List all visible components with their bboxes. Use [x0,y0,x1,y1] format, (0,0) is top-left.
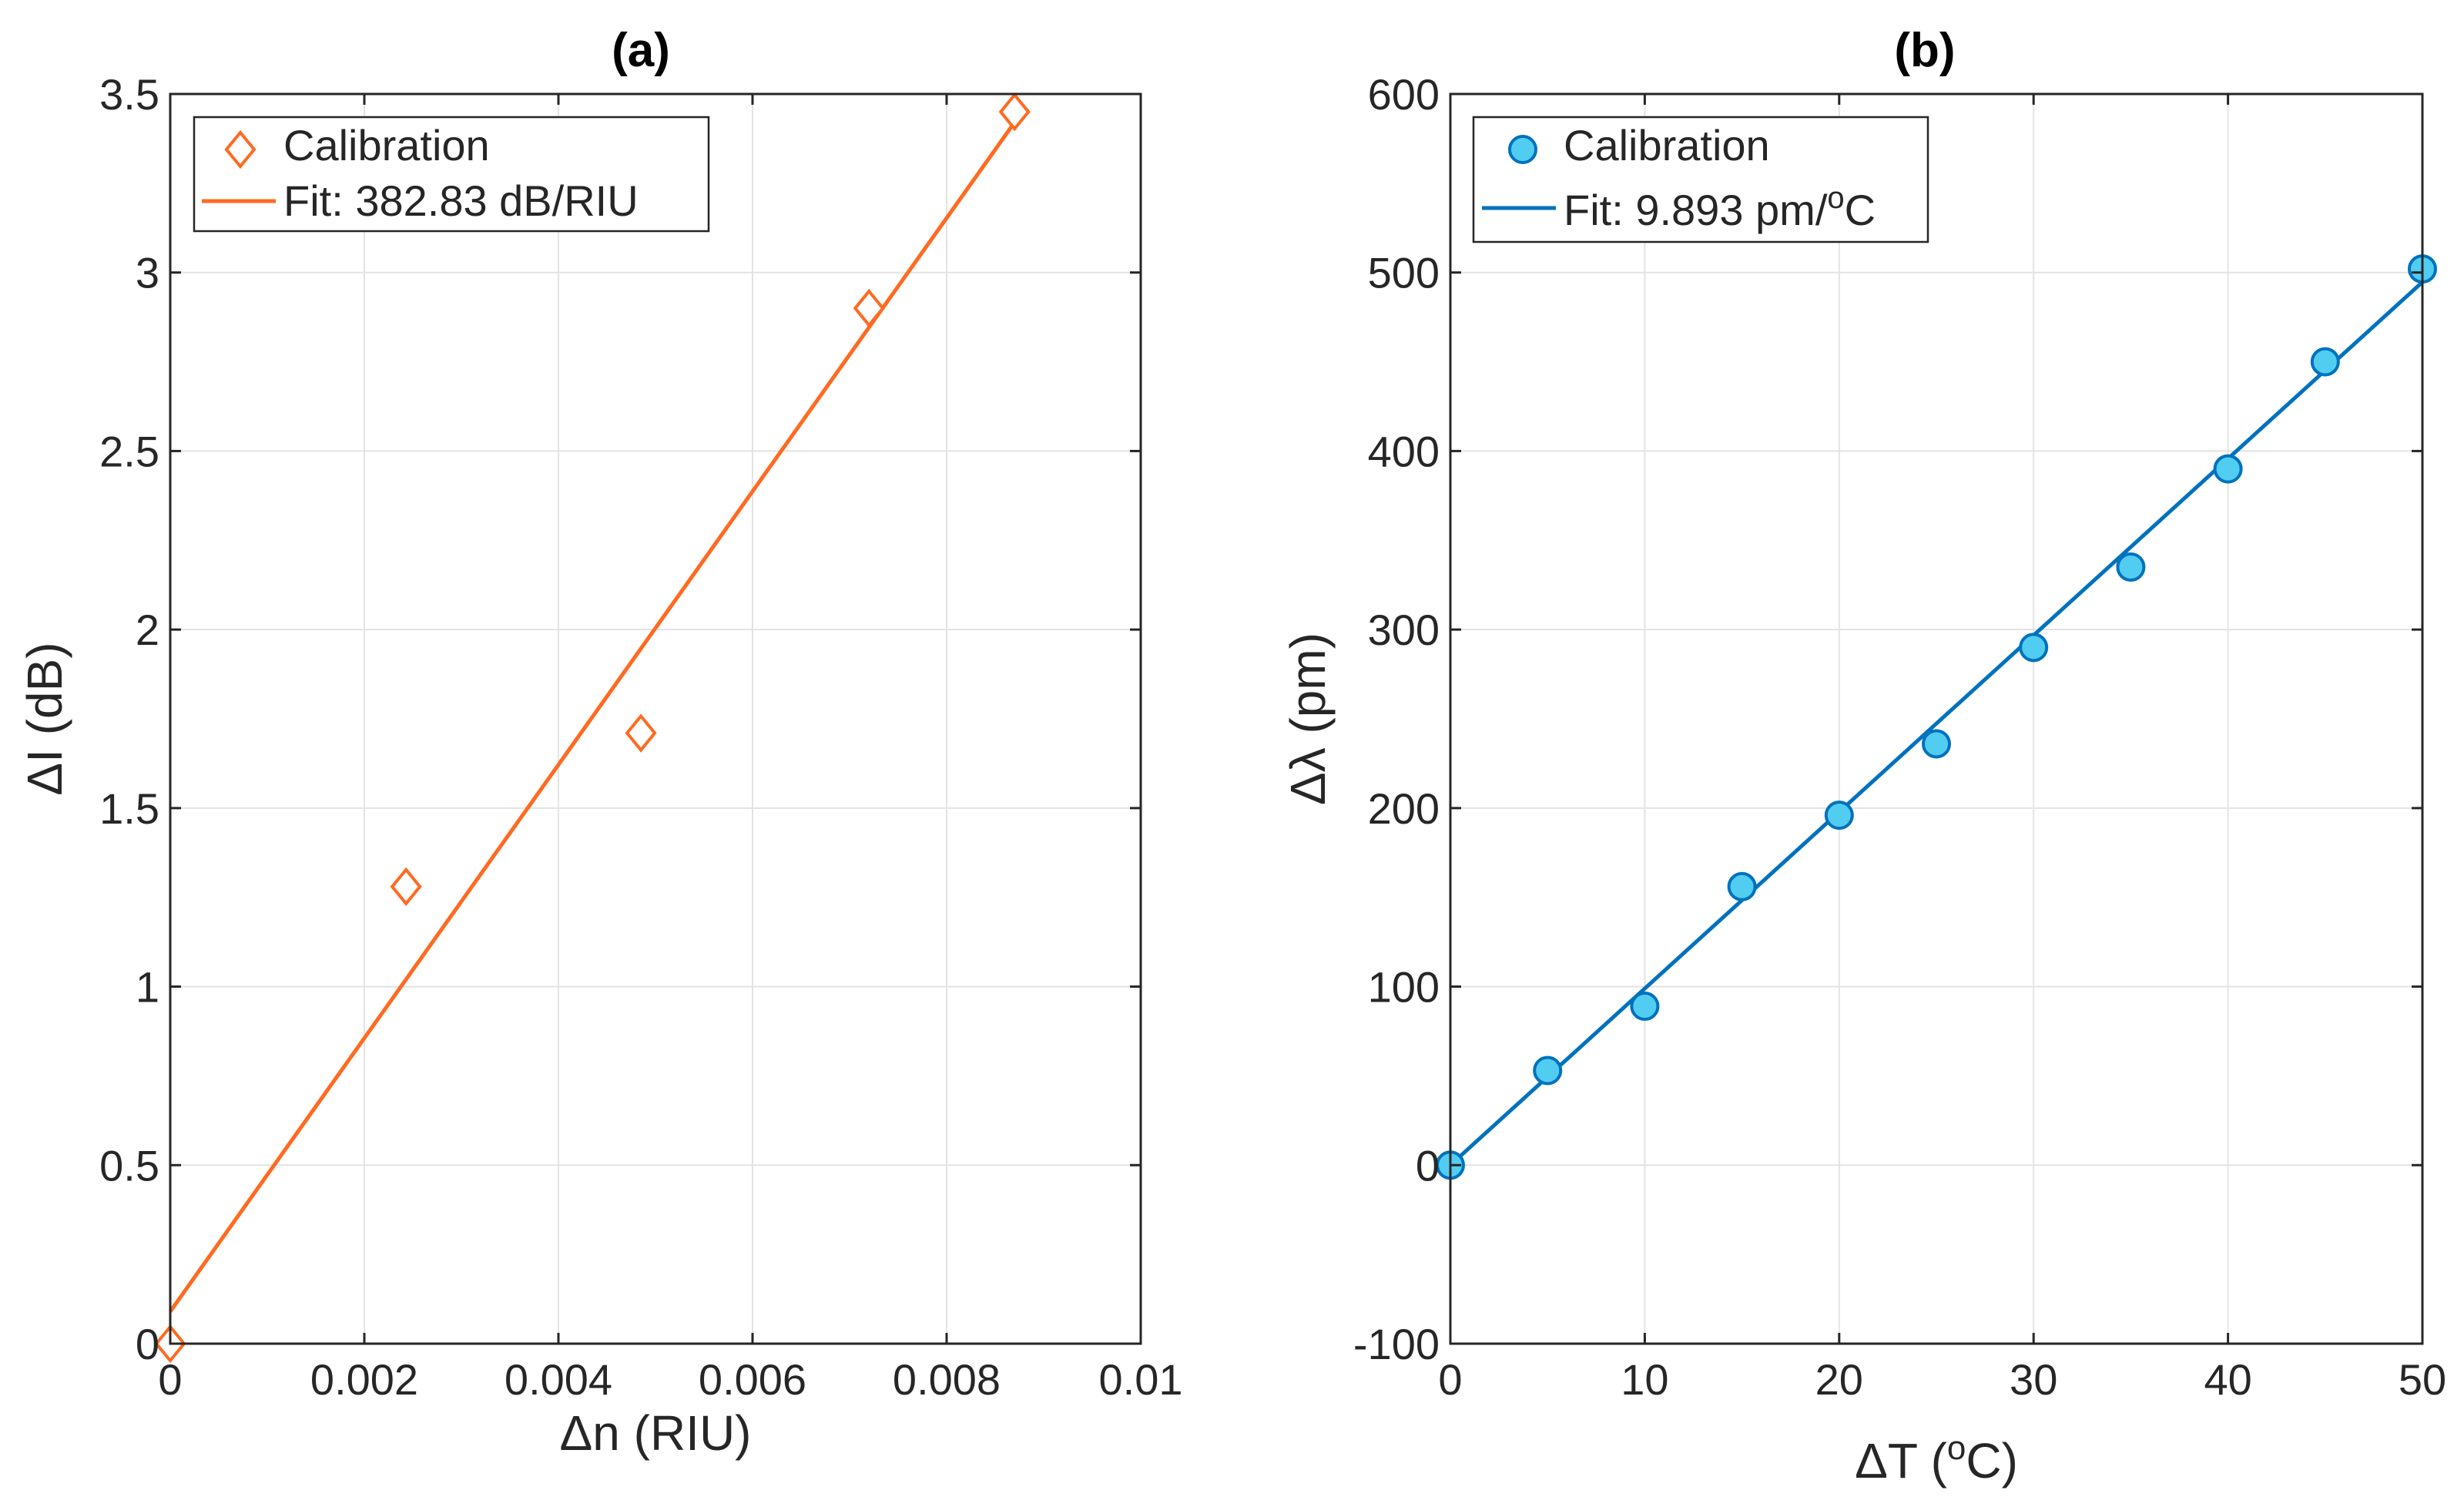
panel-a-x-tick-label: 0.006 [699,1355,806,1404]
panel-a-legend-label-calibration: Calibration [283,121,490,169]
panel-b-y-tick-label: 300 [1368,606,1440,654]
panel-a-y-axis-label: ΔI (dB) [17,642,72,795]
panel-b-x-tick-label: 40 [2204,1355,2251,1404]
panel-b-y-tick-label: 600 [1368,70,1440,119]
panel-b-data-point [2213,454,2243,484]
panel-b-y-tick-label: 500 [1368,249,1440,297]
panel-a-x-tick-label: 0.004 [505,1355,612,1404]
panel-a-y-tick-label: 1.5 [99,784,159,833]
panel-b-y-axis-label: Δλ (pm) [1280,633,1336,805]
panel-a-legend: Calibration Fit: 382.83 dB/RIU [193,116,710,233]
panel-b-legend-marker-circle [1508,135,1537,164]
panel-b-ticks [1449,92,2424,1345]
panel-b-data-point [2019,633,2049,663]
panel-b-y-tick-label: 200 [1368,784,1440,833]
panel-b-legend-label-fit: Fit: 9.893 pm/oC [1564,181,1876,234]
panel-b-x-axis-label: ΔT (oC) [1855,1429,2018,1489]
panel-a-ticks [169,92,1142,1345]
panel-b-y-tick-label: 100 [1368,963,1440,1012]
panel-b-x-tick-label: 20 [1815,1355,1863,1404]
panel-a-data-point [998,92,1031,132]
panel-a-x-tick-label: 0.008 [893,1355,1001,1404]
panel-a-y-tick-label: 3 [136,249,159,297]
panel-a-y-tick-label: 0 [136,1320,159,1368]
panel-a-x-axis-label: Δn (RIU) [560,1405,752,1461]
panel-b-y-tick-label: 0 [1416,1141,1440,1190]
panel-a-data-point [853,288,885,328]
panel-a-legend-marker-diamond [224,129,256,169]
panel-b-data-point [2310,347,2340,377]
panel-b-title: (b) [1894,24,1955,77]
panel-b-y-tick-label: 400 [1368,427,1440,475]
panel-b-legend-label-calibration: Calibration [1564,121,1770,169]
panel-a-x-tick-label: 0.01 [1099,1355,1183,1404]
panel-a-y-tick-label: 2 [136,606,159,654]
panel-b-data-point [1824,800,1854,831]
panel-a-data-point [390,867,422,906]
panel-b-data-point [1630,992,1660,1022]
panel-a-x-tick-label: 0 [158,1355,182,1404]
panel-a-x-tick-label: 0.002 [310,1355,418,1404]
panel-b-data-point [1533,1056,1563,1086]
panel-a-legend-box [193,116,710,233]
panel-b-legend: Calibration Fit: 9.893 pm/oC [1472,116,1929,243]
panel-a-y-tick-label: 3.5 [99,70,159,119]
panel-b-y-tick-label: -100 [1353,1320,1440,1368]
panel-b-x-tick-label: 0 [1438,1355,1462,1404]
panel-b-grid [1450,94,2422,1344]
panel-a-legend-label-fit: Fit: 382.83 dB/RIU [283,176,639,225]
panel-b-data-point [1727,871,1757,901]
panel-a-data-point [625,713,657,753]
panel-b-x-tick-label: 30 [2010,1355,2057,1404]
panel-a-y-tick-label: 2.5 [99,427,159,475]
panel-b-data-point [2116,552,2146,582]
panel-b-axes-frame [1449,92,2424,1345]
panel-b-data-point [1922,729,1951,759]
panel-b-x-tick-label: 10 [1621,1355,1668,1404]
panel-a-y-tick-label: 0.5 [99,1141,159,1190]
panel-b-fit-line [1449,280,2424,1167]
panel-a-y-tick-label: 1 [136,963,159,1012]
panel-b-legend-box [1472,116,1929,243]
panel-b-x-tick-label: 50 [2399,1355,2446,1404]
panel-a-title: (a) [612,24,670,77]
panel-a-tick-labels: 0 0.002 0.004 0.006 0.008 0.01 0 0.5 1 1.5 2 2.5 3 3.… [99,70,1182,1404]
panel-a-axes-frame [169,92,1142,1345]
panel-a-series [154,92,1031,1364]
panel-a-chart: (a) 0 0.002 0.004 0.006 0.008 0.01 0 0.5 1 1.5 2 2.… [17,24,1183,1461]
